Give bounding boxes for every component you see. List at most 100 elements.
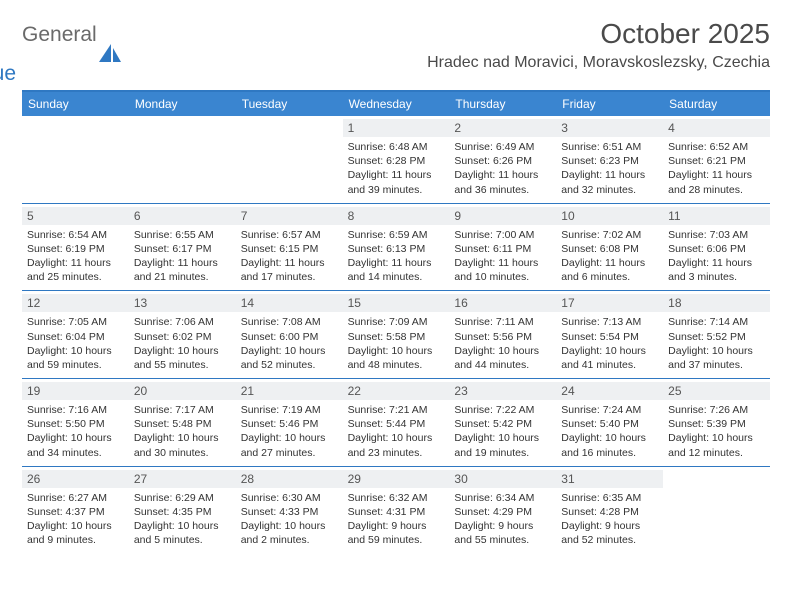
sunrise-line: Sunrise: 6:29 AM [134,491,231,505]
daylight1-line: Daylight: 10 hours [668,344,765,358]
day-number: 3 [556,119,663,137]
day-number: 23 [449,382,556,400]
daylight2-line: and 21 minutes. [134,270,231,284]
daylight1-line: Daylight: 10 hours [454,431,551,445]
daylight1-line: Daylight: 10 hours [348,344,445,358]
day-number: 6 [129,207,236,225]
day-cell: 23Sunrise: 7:22 AMSunset: 5:42 PMDayligh… [449,379,556,466]
day-cell: 9Sunrise: 7:00 AMSunset: 6:11 PMDaylight… [449,204,556,291]
sunset-line: Sunset: 6:06 PM [668,242,765,256]
sunset-line: Sunset: 6:04 PM [27,330,124,344]
daylight2-line: and 3 minutes. [668,270,765,284]
daylight1-line: Daylight: 10 hours [668,431,765,445]
day-number: 21 [236,382,343,400]
day-header: Saturday [663,92,770,116]
daylight2-line: and 39 minutes. [348,183,445,197]
daylight2-line: and 9 minutes. [27,533,124,547]
daylight1-line: Daylight: 10 hours [241,519,338,533]
daylight1-line: Daylight: 11 hours [668,256,765,270]
daylight1-line: Daylight: 10 hours [134,344,231,358]
daylight1-line: Daylight: 11 hours [27,256,124,270]
daylight2-line: and 44 minutes. [454,358,551,372]
sunrise-line: Sunrise: 6:59 AM [348,228,445,242]
day-number [22,119,129,137]
sunset-line: Sunset: 6:02 PM [134,330,231,344]
daylight2-line: and 59 minutes. [348,533,445,547]
daylight1-line: Daylight: 11 hours [561,256,658,270]
daylight2-line: and 27 minutes. [241,446,338,460]
daylight1-line: Daylight: 9 hours [561,519,658,533]
sunset-line: Sunset: 5:44 PM [348,417,445,431]
sunrise-line: Sunrise: 7:02 AM [561,228,658,242]
sunrise-line: Sunrise: 7:11 AM [454,315,551,329]
daylight1-line: Daylight: 11 hours [454,168,551,182]
day-cell: 15Sunrise: 7:09 AMSunset: 5:58 PMDayligh… [343,291,450,378]
daylight2-line: and 30 minutes. [134,446,231,460]
day-number: 15 [343,294,450,312]
day-number: 2 [449,119,556,137]
day-cell: 1Sunrise: 6:48 AMSunset: 6:28 PMDaylight… [343,116,450,203]
day-cell: 18Sunrise: 7:14 AMSunset: 5:52 PMDayligh… [663,291,770,378]
day-cell: 17Sunrise: 7:13 AMSunset: 5:54 PMDayligh… [556,291,663,378]
sunrise-line: Sunrise: 6:54 AM [27,228,124,242]
day-cell: 3Sunrise: 6:51 AMSunset: 6:23 PMDaylight… [556,116,663,203]
sunset-line: Sunset: 5:40 PM [561,417,658,431]
day-number: 17 [556,294,663,312]
daylight2-line: and 19 minutes. [454,446,551,460]
sunrise-line: Sunrise: 7:09 AM [348,315,445,329]
sunset-line: Sunset: 4:33 PM [241,505,338,519]
sunset-line: Sunset: 5:42 PM [454,417,551,431]
sunrise-line: Sunrise: 7:24 AM [561,403,658,417]
daylight1-line: Daylight: 11 hours [454,256,551,270]
day-cell: 31Sunrise: 6:35 AMSunset: 4:28 PMDayligh… [556,467,663,554]
day-number: 13 [129,294,236,312]
sunset-line: Sunset: 6:28 PM [348,154,445,168]
daylight2-line: and 37 minutes. [668,358,765,372]
sunrise-line: Sunrise: 7:08 AM [241,315,338,329]
daylight1-line: Daylight: 11 hours [348,168,445,182]
day-number: 28 [236,470,343,488]
daylight2-line: and 36 minutes. [454,183,551,197]
day-header: Friday [556,92,663,116]
sunrise-line: Sunrise: 7:00 AM [454,228,551,242]
day-cell: 8Sunrise: 6:59 AMSunset: 6:13 PMDaylight… [343,204,450,291]
daylight2-line: and 34 minutes. [27,446,124,460]
calendar-grid: Sunday Monday Tuesday Wednesday Thursday… [22,90,770,553]
daylight2-line: and 41 minutes. [561,358,658,372]
sunrise-line: Sunrise: 6:30 AM [241,491,338,505]
sunset-line: Sunset: 4:31 PM [348,505,445,519]
day-number: 4 [663,119,770,137]
sunrise-line: Sunrise: 7:16 AM [27,403,124,417]
sunrise-line: Sunrise: 6:51 AM [561,140,658,154]
calendar-page: General Blue October 2025 Hradec nad Mor… [0,0,792,565]
sunrise-line: Sunrise: 7:05 AM [27,315,124,329]
daylight1-line: Daylight: 11 hours [348,256,445,270]
day-number [236,119,343,137]
daylight1-line: Daylight: 11 hours [561,168,658,182]
sunset-line: Sunset: 4:29 PM [454,505,551,519]
daylight2-line: and 10 minutes. [454,270,551,284]
day-number: 8 [343,207,450,225]
sunrise-line: Sunrise: 7:13 AM [561,315,658,329]
day-number [663,470,770,488]
sunrise-line: Sunrise: 7:03 AM [668,228,765,242]
day-header: Sunday [22,92,129,116]
sunrise-line: Sunrise: 6:32 AM [348,491,445,505]
day-cell: 5Sunrise: 6:54 AMSunset: 6:19 PMDaylight… [22,204,129,291]
daylight2-line: and 28 minutes. [668,183,765,197]
daylight1-line: Daylight: 10 hours [561,431,658,445]
day-cell: 19Sunrise: 7:16 AMSunset: 5:50 PMDayligh… [22,379,129,466]
day-number: 30 [449,470,556,488]
day-number: 18 [663,294,770,312]
week-row: 5Sunrise: 6:54 AMSunset: 6:19 PMDaylight… [22,203,770,291]
day-number: 10 [556,207,663,225]
daylight1-line: Daylight: 10 hours [134,519,231,533]
week-row: 1Sunrise: 6:48 AMSunset: 6:28 PMDaylight… [22,116,770,203]
day-cell: 14Sunrise: 7:08 AMSunset: 6:00 PMDayligh… [236,291,343,378]
daylight1-line: Daylight: 11 hours [134,256,231,270]
day-cell: 13Sunrise: 7:06 AMSunset: 6:02 PMDayligh… [129,291,236,378]
sunrise-line: Sunrise: 6:34 AM [454,491,551,505]
day-header: Monday [129,92,236,116]
sunset-line: Sunset: 6:00 PM [241,330,338,344]
day-header: Wednesday [343,92,450,116]
